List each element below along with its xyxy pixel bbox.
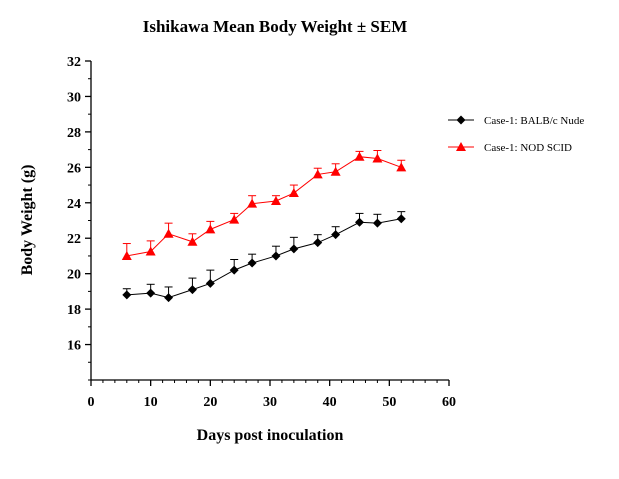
data-point (355, 217, 364, 227)
legend-label: Case-1: NOD SCID (484, 142, 572, 154)
data-point (164, 293, 174, 303)
data-point (313, 238, 323, 248)
data-point (271, 251, 281, 261)
data-point (247, 258, 257, 268)
x-tick-label: 0 (88, 395, 95, 410)
x-tick-label: 20 (203, 395, 217, 410)
x-tick-label: 30 (263, 395, 277, 410)
plot-area (121, 149, 407, 303)
legend: Case-1: BALB/c Nude Case-1: NOD SCID (448, 115, 584, 154)
y-tick-label: 16 (67, 339, 81, 354)
axes: 16 18 20 22 24 26 28 30 32 0 10 20 30 40 50 60 (67, 55, 456, 410)
y-tick-label: 24 (67, 197, 81, 212)
data-point (163, 228, 174, 238)
y-tick-label: 26 (67, 161, 81, 176)
y-tick-label: 28 (67, 126, 81, 141)
legend-label: Case-1: BALB/c Nude (484, 115, 584, 127)
data-point (121, 250, 132, 260)
y-tick-label: 32 (67, 55, 81, 70)
data-point (312, 169, 323, 179)
y-axis-label: Body Weight (g) (19, 165, 36, 276)
series-diamond (122, 211, 406, 303)
data-point (331, 230, 341, 240)
x-tick-label: 40 (323, 395, 337, 410)
series-triangle (121, 149, 407, 260)
data-point (122, 290, 132, 300)
data-point (205, 278, 215, 288)
data-point (288, 188, 299, 198)
data-point (289, 244, 299, 254)
data-point (205, 224, 216, 234)
legend-marker (456, 115, 466, 125)
data-point (187, 285, 197, 295)
data-point (354, 151, 365, 161)
data-point (247, 198, 258, 208)
x-tick-label: 60 (442, 395, 456, 410)
x-tick-label: 10 (144, 395, 158, 410)
y-tick-label: 30 (67, 90, 81, 105)
series-line (126, 156, 402, 257)
chart-title: Ishikawa Mean Body Weight ± SEM (143, 17, 408, 36)
data-point (396, 214, 406, 224)
data-point (372, 218, 382, 228)
data-point (229, 214, 240, 224)
y-tick-label: 20 (67, 268, 81, 283)
data-point (270, 196, 281, 206)
data-point (229, 265, 239, 275)
y-tick-label: 22 (67, 232, 81, 247)
data-point (330, 166, 341, 176)
x-tick-label: 50 (382, 395, 396, 410)
legend-entry: Case-1: NOD SCID (448, 142, 572, 154)
series-line (126, 218, 402, 299)
data-point (187, 236, 198, 246)
data-point (145, 246, 156, 256)
data-point (372, 153, 383, 163)
y-tick-label: 18 (67, 303, 81, 318)
x-axis-label: Days post inoculation (197, 427, 344, 444)
data-point (396, 162, 407, 172)
data-point (146, 288, 156, 298)
legend-entry: Case-1: BALB/c Nude (448, 115, 584, 127)
legend-marker (456, 142, 466, 151)
